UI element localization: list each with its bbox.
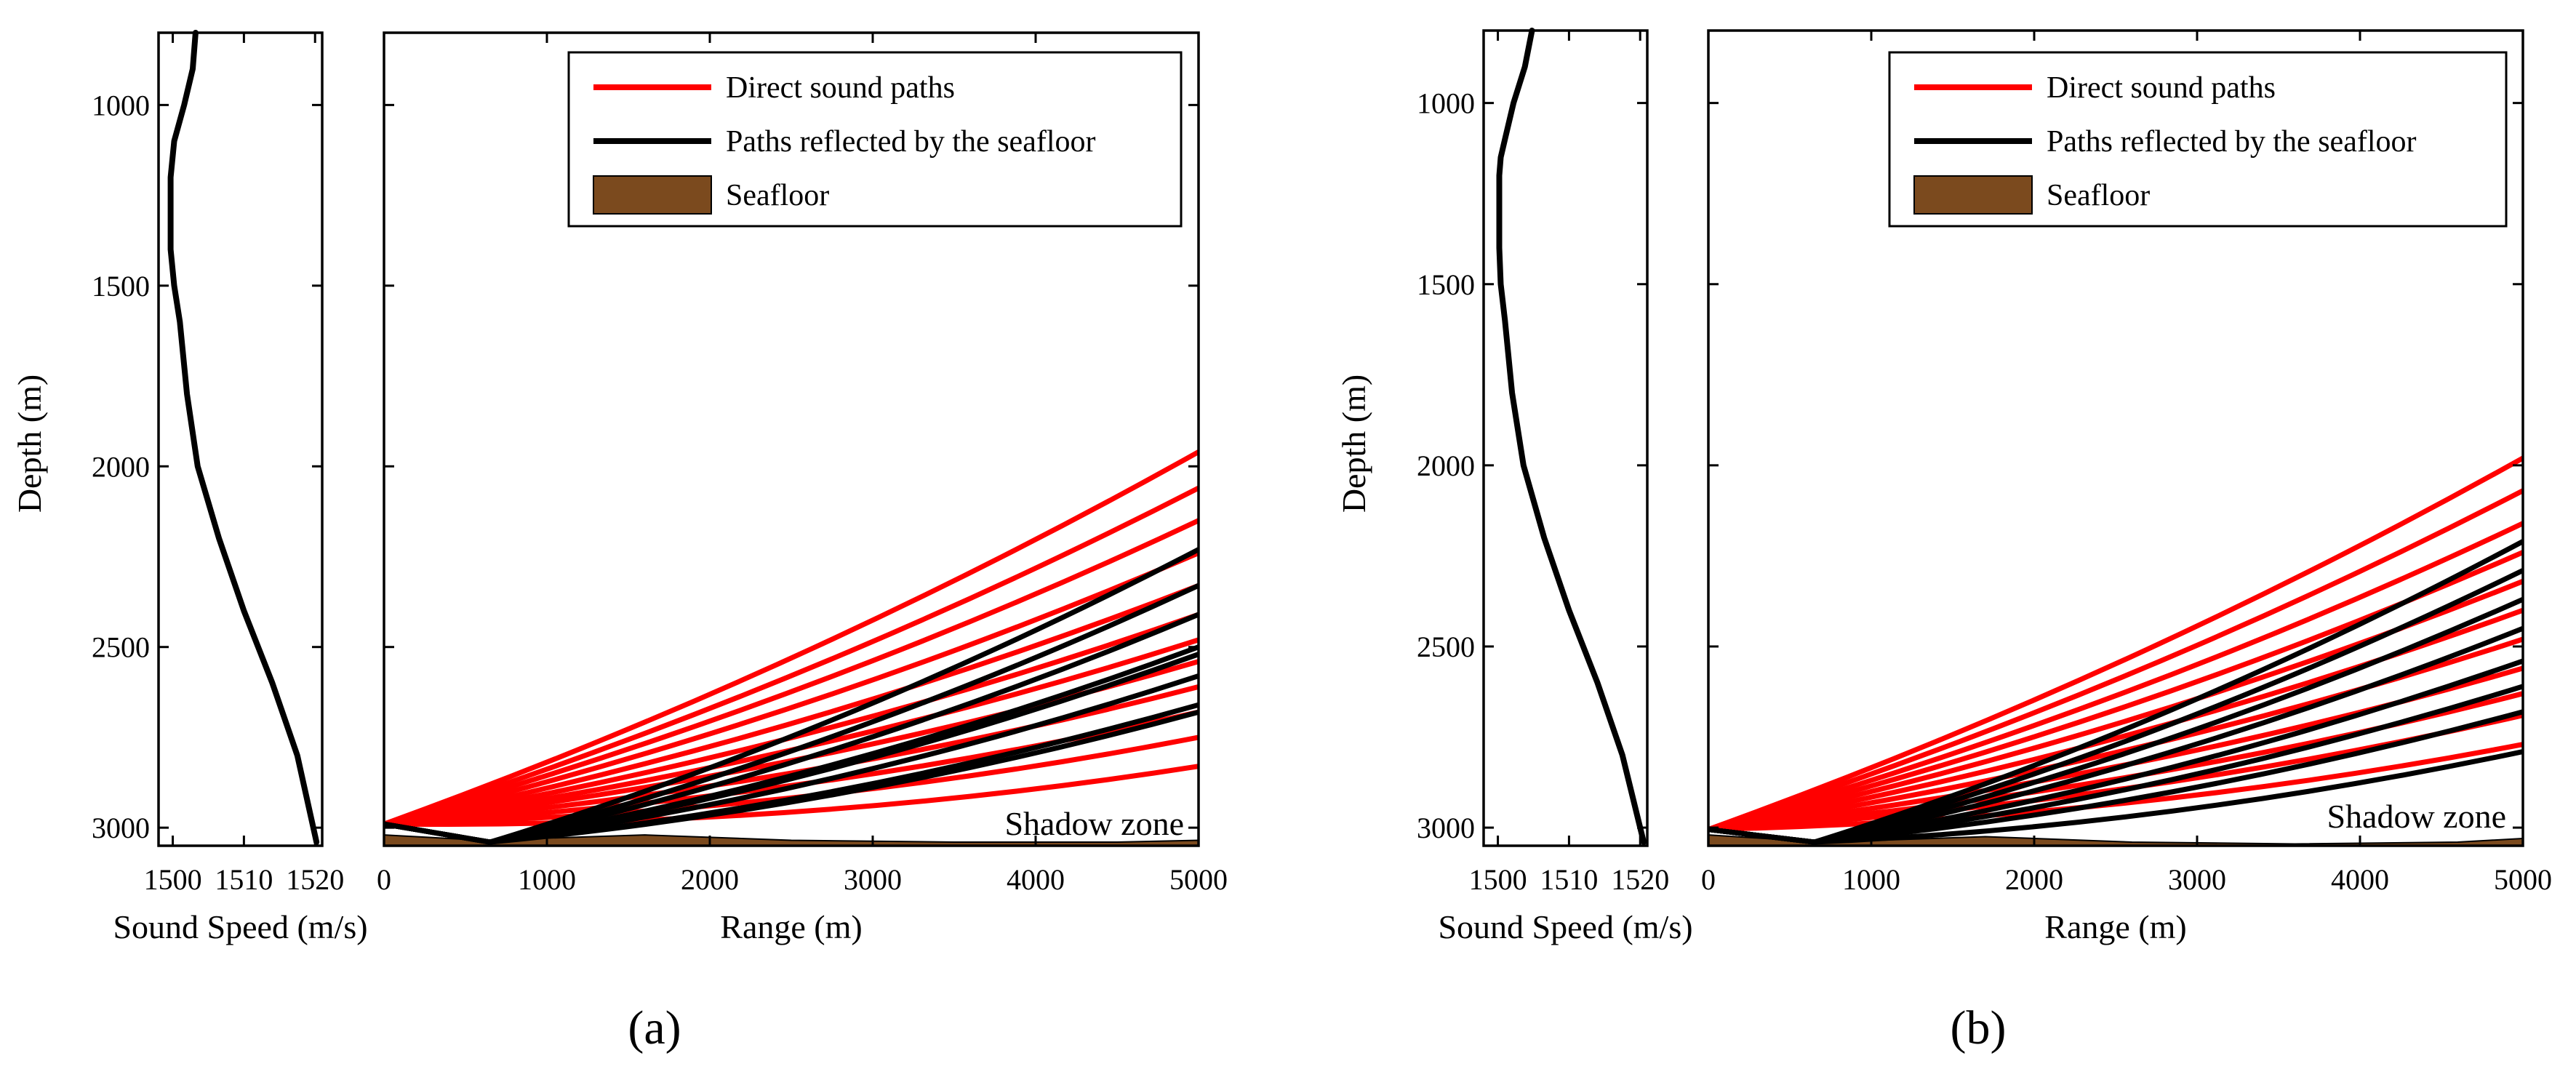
ray-xtick-label: 2000 [681,863,739,896]
reflected-ray [384,582,1199,845]
reflected-ray [384,612,1199,845]
direct-ray [384,518,1199,827]
direct-ray [1708,488,2523,833]
profile-ytick-label: 2500 [92,631,150,664]
ray-plot-area [1708,455,2523,846]
ray-xtick-label: 2000 [2005,863,2063,896]
profile-ylabel: Depth (m) [1335,375,1372,513]
profile-xlabel: Sound Speed (m/s) [113,908,367,945]
panel-label: (b) [1951,1001,2007,1054]
profile-xlabel: Sound Speed (m/s) [1438,908,1692,945]
reflected-ray [1708,709,2523,845]
sound-speed-profile-line [1496,28,1647,845]
ray-xtick-label: 5000 [1169,863,1228,896]
profile-ytick-label: 2000 [1417,449,1475,482]
ray-xtick-label: 1000 [1842,863,1900,896]
ray-xtick-label: 0 [377,863,391,896]
direct-ray [384,764,1199,827]
profile-xtick-label: 1500 [1469,863,1527,896]
legend: Direct sound paths Paths reflected by the… [567,51,1183,228]
legend-label: Seafloor [2047,179,2150,212]
legend-label: Direct sound paths [2047,71,2276,105]
reflected-ray [1708,625,2523,845]
profile-ytick-label: 3000 [92,812,150,844]
shadow-zone-annotation: Shadow zone [2327,798,2506,835]
profile-axes-frame [1482,29,1649,847]
ray-xtick-label: 5000 [2494,863,2552,896]
reflected-ray [1708,567,2523,845]
reflected-ray [1708,596,2523,845]
profile-ytick-label: 1000 [1417,87,1475,120]
direct-ray [1708,521,2523,833]
profile-ytick-label: 2500 [1417,630,1475,663]
legend-swatch-seafloor [1913,175,2033,215]
direct-ray [1708,455,2523,833]
shadow-zone-annotation: Shadow zone [1004,805,1184,842]
direct-ray [384,449,1199,827]
reflected-ray [384,673,1199,845]
legend-label: Direct sound paths [726,71,955,105]
ray-plot-area [384,449,1199,846]
panel-b: 1000 1500 2000 2500 3000 1500 1510 1520 Sound Sp… [1335,28,2552,1054]
profile-ytick-label: 2000 [92,450,150,483]
ray-axes-frame [383,31,1200,847]
profile-ytick-label: 1000 [92,89,150,121]
reflected-ray [1708,658,2523,845]
panel-a: 1000 1500 2000 2500 3000 1500 1510 1520 Sound Sp… [11,30,1228,1054]
direct-ray [384,485,1199,827]
profile-ylabel: Depth (m) [11,375,48,513]
legend: Direct sound paths Paths reflected by the… [1888,51,2508,228]
reflected-ray [1708,539,2523,845]
ray-xtick-label: 1000 [518,863,576,896]
profile-ytick-label: 3000 [1417,812,1475,844]
profile-xtick-label: 1500 [144,863,202,896]
sound-speed-profile-line [167,30,320,845]
direct-ray [384,550,1199,827]
ray-xtick-label: 3000 [844,863,902,896]
profile-xtick-label: 1520 [286,863,344,896]
ray-xtick-label: 4000 [1007,863,1065,896]
ray-xtick-label: 0 [1701,863,1716,896]
ray-axes-frame [1707,29,2524,847]
profile-axes-frame [157,31,324,847]
reflected-ray [384,709,1199,845]
reflected-ray [1708,684,2523,845]
direct-ray [384,582,1199,827]
ray-xtick-label: 3000 [2168,863,2226,896]
ray-xtick-label: 4000 [2331,863,2389,896]
legend-label: Paths reflected by the seafloor [2047,125,2416,159]
legend-label: Seafloor [726,179,829,212]
reflected-ray [384,547,1199,845]
legend-swatch-seafloor [593,175,712,215]
reflected-ray [1708,749,2523,845]
profile-ytick-label: 1500 [1417,268,1475,301]
panel-label: (a) [628,1001,681,1054]
ray-xlabel: Range (m) [720,908,862,945]
legend-label: Paths reflected by the seafloor [726,125,1095,159]
direct-ray [1708,742,2523,833]
profile-xtick-label: 1510 [1540,863,1598,896]
profile-xtick-label: 1510 [215,863,273,896]
profile-ytick-label: 1500 [92,270,150,303]
profile-xtick-label: 1520 [1611,863,1669,896]
ray-xlabel: Range (m) [2044,908,2186,945]
